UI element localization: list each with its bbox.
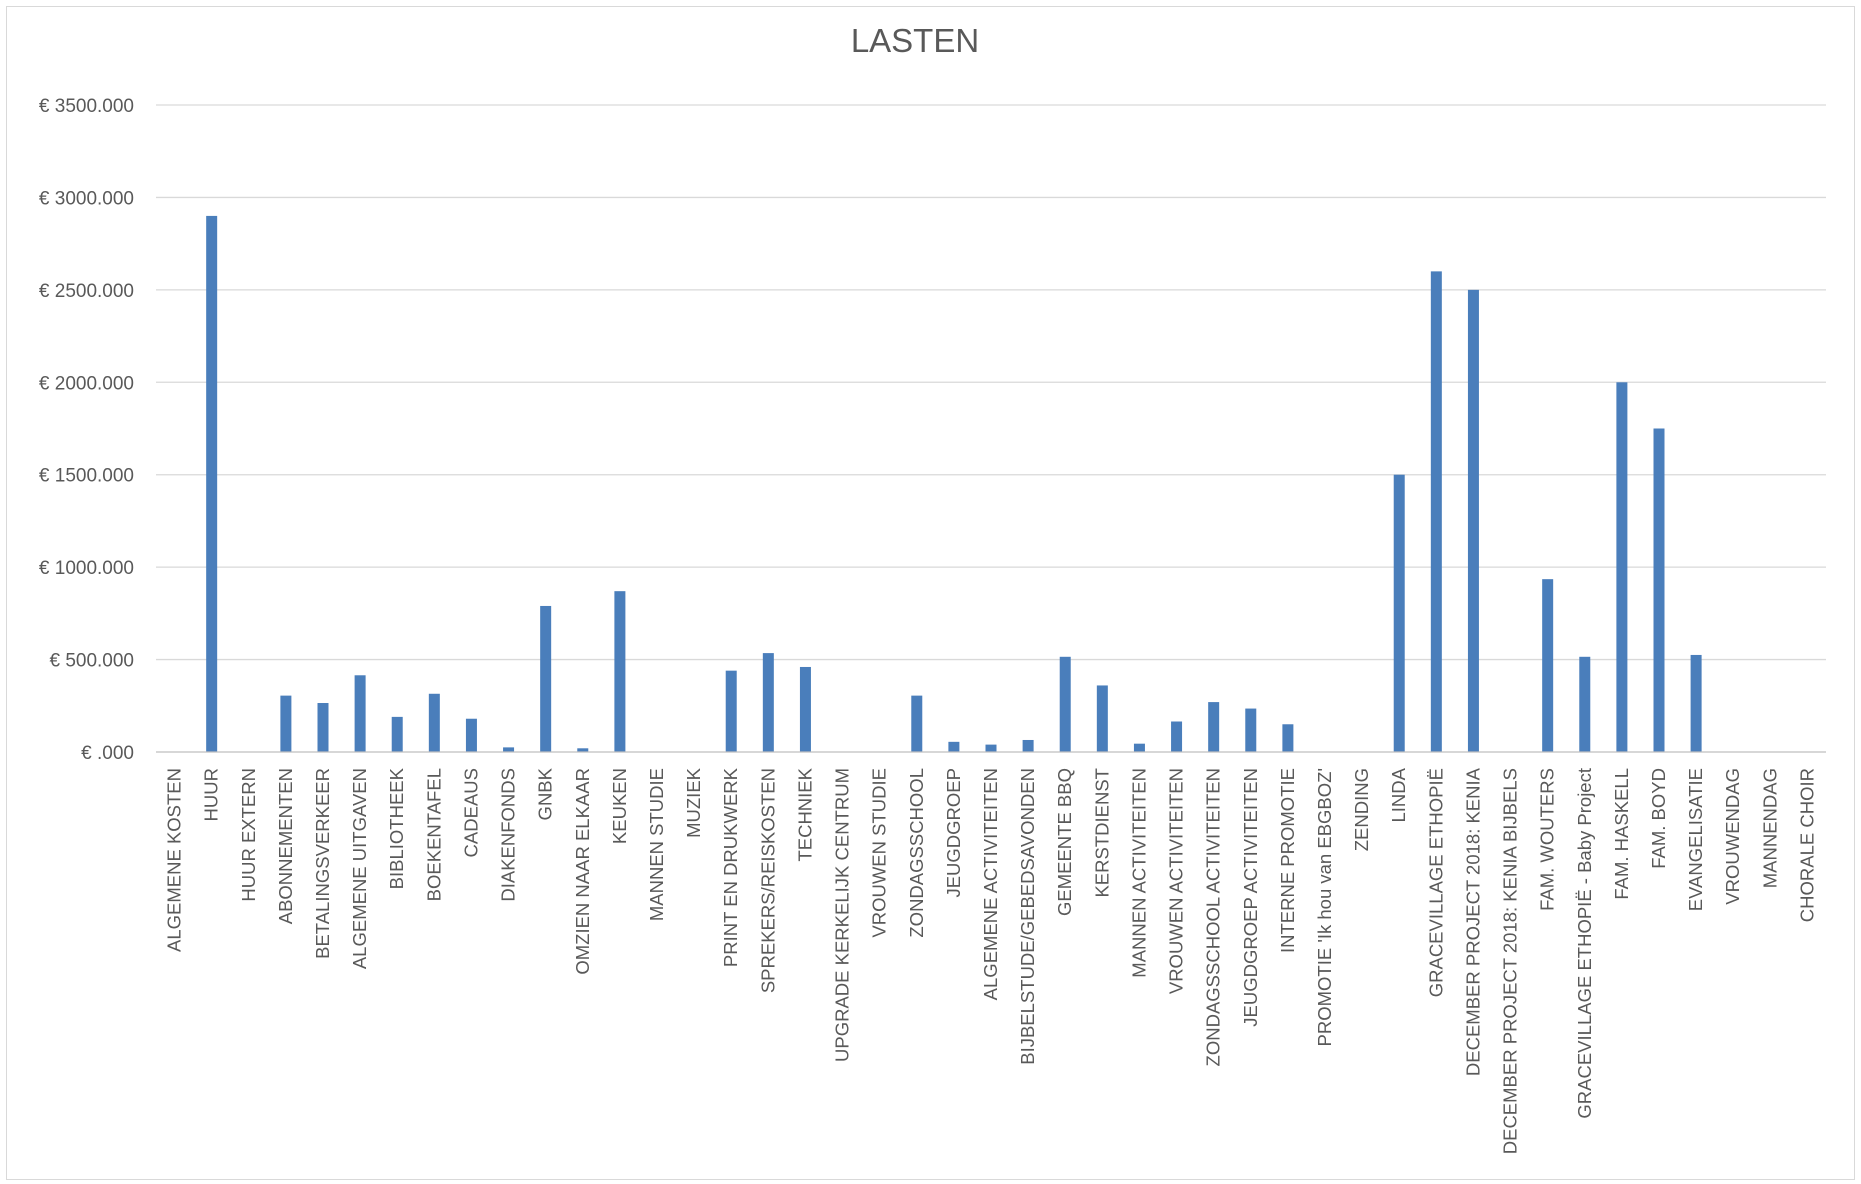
gridlines: [156, 104, 1826, 661]
bar: [762, 653, 774, 752]
x-tick-label: BIJBELSTUDE/GEBEDSAVONDEN: [1017, 768, 1038, 1065]
bar: [1430, 271, 1442, 752]
bar: [614, 591, 626, 752]
x-tick-label: ALGEMENE UITGAVEN: [349, 768, 370, 969]
y-tick-label: € 1500.000: [39, 466, 134, 487]
x-tick-label: JEUGDGROEP: [943, 768, 964, 898]
x-tick-label: ZONDAGSSCHOOL: [906, 768, 927, 938]
bar: [1542, 579, 1554, 752]
bar: [280, 695, 292, 752]
x-tick-label: GRACEVILLAGE ETHOPIË - Baby Project: [1574, 768, 1595, 1119]
y-axis-tick-labels: € .000 € 500.000 € 1000.000 € 1500.000 € 200…: [39, 96, 134, 764]
x-tick-label: PRINT EN DRUKWERK: [720, 767, 741, 967]
bar: [354, 675, 366, 752]
bar: [985, 744, 997, 752]
x-tick-label: ZONDAGSSCHOOL ACTIVITEITEN: [1203, 768, 1224, 1066]
y-tick-label: € 2000.000: [39, 373, 134, 394]
x-tick-label: MUZIEK: [683, 767, 704, 838]
x-tick-label: ALGEMENE KOSTEN: [164, 768, 185, 952]
bar: [577, 748, 589, 752]
x-tick-label: OMZIEN NAAR ELKAAR: [572, 768, 593, 975]
x-tick-label: BOEKENTAFEL: [423, 768, 444, 901]
x-tick-label: ALGEMENE ACTIVITEITEN: [980, 768, 1001, 1000]
bar: [317, 703, 329, 752]
y-tick-label: € 2500.000: [39, 281, 134, 302]
x-tick-label: BIBLIOTHEEK: [386, 767, 407, 889]
bar: [503, 747, 515, 752]
x-axis-category-labels: ALGEMENE KOSTEN HUUR HUUR EXTERN ABONNEMENT…: [164, 767, 1818, 1154]
y-tick-label: € 500.000: [49, 651, 134, 672]
x-tick-label: GRACEVILLAGE ETHOPIË: [1425, 768, 1446, 997]
bar: [1282, 724, 1294, 752]
x-tick-label: TECHNIEK: [794, 767, 815, 861]
bar: [799, 666, 811, 752]
x-tick-label: FAM. BOYD: [1648, 768, 1669, 869]
bars: [206, 215, 1702, 752]
y-tick-label: € .000: [81, 743, 134, 764]
x-tick-label: MANNEN STUDIE: [646, 768, 667, 921]
x-tick-label: CADEAUS: [460, 768, 481, 857]
bar: [428, 693, 440, 752]
x-tick-label: DIAKENFONDS: [498, 768, 519, 902]
x-tick-label: VROUWEN STUDIE: [869, 768, 890, 938]
x-tick-label: GNBK: [535, 767, 556, 820]
x-tick-label: SPREKERS/REISKOSTEN: [757, 768, 778, 993]
x-tick-label: MANNENDAG: [1759, 768, 1780, 888]
bar: [540, 605, 552, 752]
bar: [1467, 289, 1479, 752]
bar: [1208, 702, 1220, 752]
bar: [1096, 685, 1108, 752]
x-tick-label: GEMEENTE BBQ: [1054, 768, 1075, 916]
x-tick-label: ABONNEMENTEN: [275, 768, 296, 924]
x-tick-label: ZENDING: [1351, 768, 1372, 851]
x-tick-label: KEUKEN: [609, 768, 630, 844]
x-tick-label: HUUR: [201, 768, 222, 821]
x-tick-label: PROMOTIE 'Ik hou van EBGBOZ': [1314, 768, 1335, 1046]
bar: [1133, 743, 1145, 752]
x-tick-label: JEUGDGROEP ACTIVITEITEN: [1240, 768, 1261, 1027]
bar: [1059, 656, 1071, 752]
y-tick-label: € 3000.000: [39, 188, 134, 209]
bar: [1171, 721, 1183, 752]
bar: [206, 215, 218, 752]
x-tick-label: FAM. WOUTERS: [1537, 768, 1558, 911]
x-tick-label: HUUR EXTERN: [238, 768, 259, 902]
bar: [1579, 656, 1591, 752]
x-tick-label: FAM. HASKELL: [1611, 768, 1632, 900]
x-tick-label: UPGRADE KERKELIJK CENTRUM: [832, 768, 853, 1062]
bar: [465, 718, 477, 752]
x-tick-label: DECEMBER PROJECT 2018: KENIA BIJBELS: [1500, 768, 1521, 1154]
x-tick-label: INTERNE PROMOTIE: [1277, 768, 1298, 953]
x-tick-label: EVANGELISATIE: [1685, 768, 1706, 911]
x-tick-label: MANNEN ACTIVITEITEN: [1128, 768, 1149, 978]
x-tick-label: CHORALE CHOIR: [1796, 768, 1817, 922]
bar: [391, 716, 403, 752]
chart-title: LASTEN: [851, 22, 979, 59]
bar: [948, 741, 960, 752]
bar: [911, 695, 923, 752]
bar: [1393, 474, 1405, 752]
bar: [1653, 428, 1665, 752]
bar: [725, 670, 737, 752]
x-tick-label: DECEMBER PROJECT 2018: KENIA: [1462, 767, 1483, 1076]
x-tick-label: KERSTDIENST: [1091, 768, 1112, 898]
x-tick-label: BETALINGSVERKEER: [312, 768, 333, 959]
bar: [1022, 739, 1034, 752]
bar: [1616, 382, 1628, 752]
x-tick-label: VROUWEN ACTIVITEITEN: [1166, 768, 1187, 994]
x-tick-label: VROUWENDAG: [1722, 768, 1743, 905]
y-tick-label: € 1000.000: [39, 558, 134, 579]
x-tick-label: LINDA: [1388, 767, 1409, 822]
bar: [1245, 708, 1257, 752]
y-tick-label: € 3500.000: [39, 96, 134, 117]
bar: [1690, 654, 1702, 752]
